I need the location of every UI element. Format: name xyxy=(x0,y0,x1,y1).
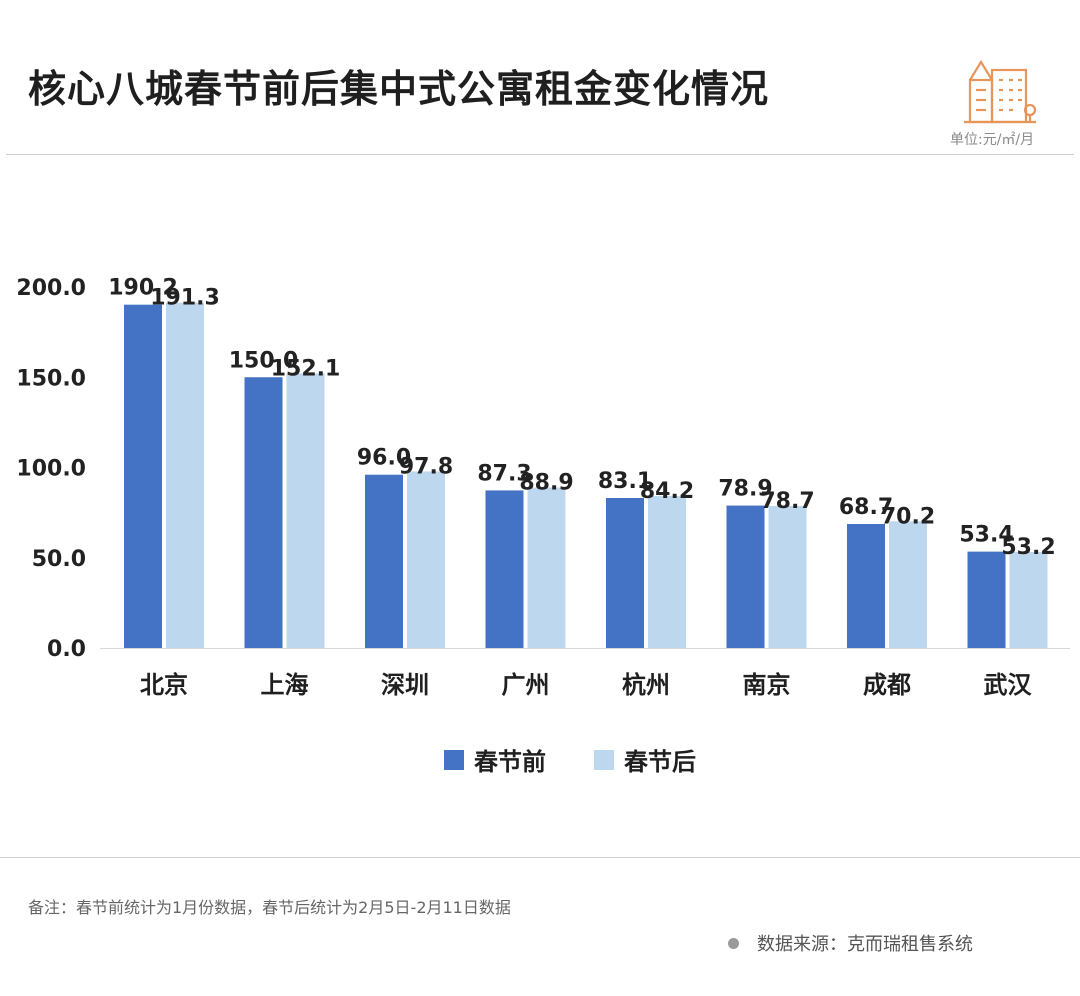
legend-swatch-before xyxy=(444,749,464,770)
data-label-before: 83.1 xyxy=(598,469,652,494)
legend-item-after: 春节后 xyxy=(594,742,696,777)
bar-after xyxy=(166,302,204,648)
x-tick-label: 成都 xyxy=(863,671,911,699)
bar-before xyxy=(124,304,162,648)
y-tick-label: 200.0 xyxy=(16,276,86,301)
bar-before xyxy=(606,498,644,648)
bullet-icon xyxy=(728,937,739,949)
data-label-after: 78.7 xyxy=(760,489,814,514)
data-label-after: 88.9 xyxy=(519,471,573,496)
data-label-before: 87.3 xyxy=(477,461,531,486)
data-label-before: 150.0 xyxy=(229,348,299,373)
y-tick-label: 100.0 xyxy=(16,457,86,482)
y-tick-label: 0.0 xyxy=(47,637,86,662)
bar-after xyxy=(286,373,325,648)
x-tick-label: 南京 xyxy=(743,671,791,699)
unit-label: 单位:元/㎡/月 xyxy=(950,132,1035,148)
bar-after xyxy=(1009,551,1048,648)
data-label-after: 191.3 xyxy=(150,286,220,311)
bar-after xyxy=(648,496,686,648)
data-label-after: 152.1 xyxy=(271,356,341,381)
data-label-before: 53.4 xyxy=(959,523,1013,548)
data-label-before: 96.0 xyxy=(357,446,411,471)
data-label-after: 53.2 xyxy=(1001,535,1055,560)
x-tick-label: 北京 xyxy=(140,671,188,699)
data-source: 数据来源：克而瑞租售系统 xyxy=(728,930,973,956)
data-label-before: 190.2 xyxy=(108,276,178,301)
chart-title: 核心八城春节前后集中式公寓租金变化情况 xyxy=(28,67,770,111)
data-label-after: 97.8 xyxy=(399,454,453,479)
bar-after xyxy=(768,505,807,648)
x-tick-label: 杭州 xyxy=(622,671,670,699)
bar-after xyxy=(527,487,566,648)
bar-before xyxy=(365,474,403,648)
y-tick-label: 150.0 xyxy=(16,366,86,391)
bar-before xyxy=(726,505,765,648)
legend-swatch-after xyxy=(594,749,614,770)
bar-before xyxy=(967,551,1006,648)
data-label-after: 70.2 xyxy=(881,504,935,529)
header-divider xyxy=(6,154,1074,155)
data-label-after: 84.2 xyxy=(640,479,694,504)
x-tick-label: 武汉 xyxy=(984,671,1033,699)
y-tick-label: 50.0 xyxy=(32,547,86,572)
legend: 春节前 春节后 xyxy=(0,742,1080,776)
x-tick-label: 上海 xyxy=(261,671,309,699)
bar-after xyxy=(889,521,927,648)
legend-item-before: 春节前 xyxy=(444,742,546,777)
bar-before xyxy=(244,377,283,648)
data-label-before: 68.7 xyxy=(839,495,893,520)
legend-label-before: 春节前 xyxy=(474,748,546,776)
data-source-label: 数据来源：克而瑞租售系统 xyxy=(757,934,973,955)
data-label-before: 78.9 xyxy=(718,477,772,502)
x-tick-label: 深圳 xyxy=(381,671,429,699)
bar-after xyxy=(407,471,445,648)
legend-label-after: 春节后 xyxy=(624,748,696,776)
footer-divider xyxy=(0,857,1080,858)
bar-before xyxy=(485,490,524,648)
x-tick-label: 广州 xyxy=(502,671,550,699)
building-logo-icon xyxy=(964,59,1037,124)
footnote: 备注：春节前统计为1月份数据，春节后统计为2月5日-2月11日数据 xyxy=(28,898,511,917)
bar-before xyxy=(847,523,885,648)
